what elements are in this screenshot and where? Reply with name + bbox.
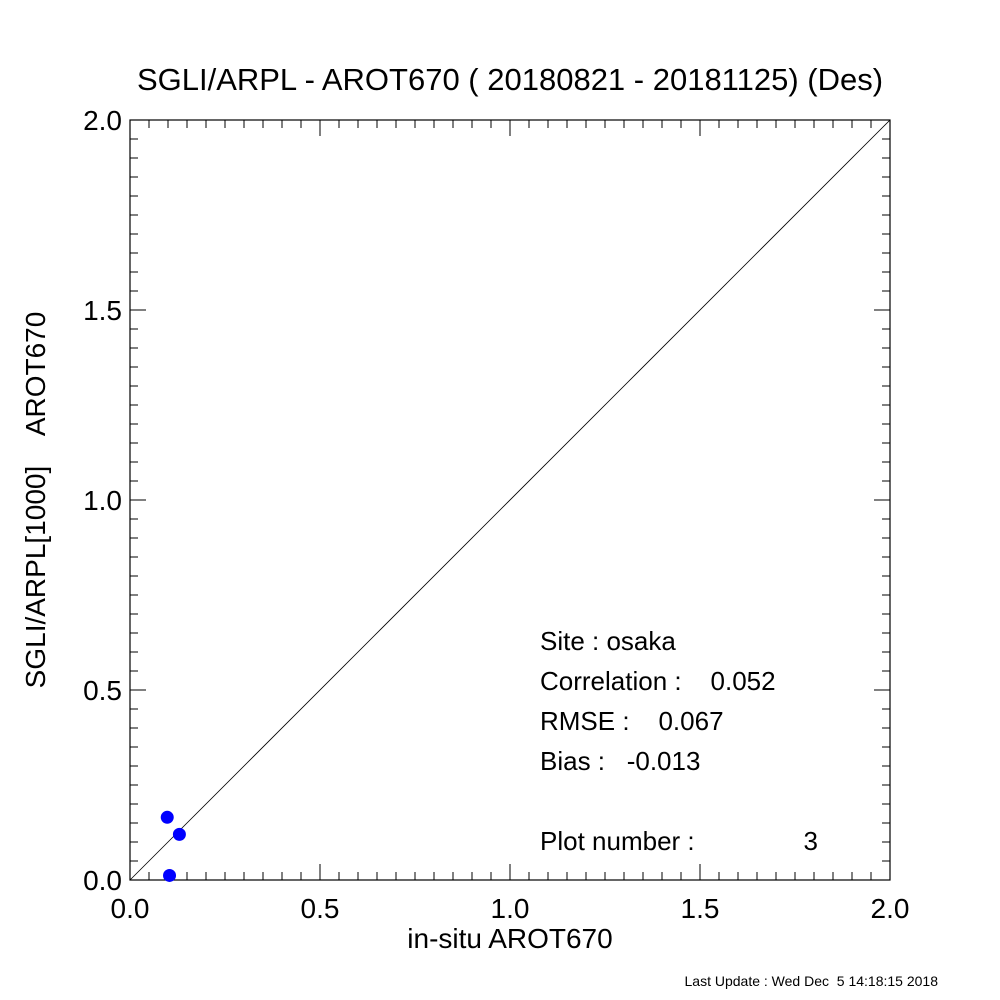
stat-bias: Bias : -0.013 — [540, 746, 700, 776]
x-tick-label: 1.5 — [681, 893, 720, 924]
x-tick-label: 1.0 — [491, 893, 530, 924]
x-tick-label: 2.0 — [871, 893, 910, 924]
data-points — [160, 810, 186, 882]
stat-plot-number-value: 3 — [804, 826, 818, 856]
data-point — [172, 827, 186, 841]
y-tick-label: 1.5 — [83, 295, 122, 326]
stat-rmse: RMSE : 0.067 — [540, 706, 724, 736]
stat-correlation: Correlation : 0.052 — [540, 666, 776, 696]
axis-tick-labels: 0.0 0.5 1.0 1.5 2.0 0.0 0.5 1.0 1.5 2.0 — [83, 105, 909, 924]
y-tick-label: 2.0 — [83, 105, 122, 136]
chart-title: SGLI/ARPL - AROT670 ( 20180821 - 2018112… — [137, 62, 883, 97]
plot-frame — [129, 119, 891, 881]
axis-ticks — [129, 119, 891, 881]
stat-site: Site : osaka — [540, 626, 676, 656]
y-tick-label: 1.0 — [83, 485, 122, 516]
y-tick-label: 0.0 — [83, 865, 122, 896]
x-tick-label: 0.5 — [301, 893, 340, 924]
x-tick-label: 0.0 — [111, 893, 150, 924]
data-point — [163, 868, 177, 882]
y-tick-label: 0.5 — [83, 675, 122, 706]
data-point — [160, 810, 174, 824]
x-axis-label: in-situ AROT670 — [407, 923, 612, 954]
y-axis-label: SGLI/ARPL[1000] AROT670 — [20, 312, 51, 689]
stat-plot-number-label: Plot number : — [540, 826, 695, 856]
one-to-one-line — [129, 119, 891, 881]
last-update-footer: Last Update : Wed Dec 5 14:18:15 2018 — [685, 973, 939, 989]
